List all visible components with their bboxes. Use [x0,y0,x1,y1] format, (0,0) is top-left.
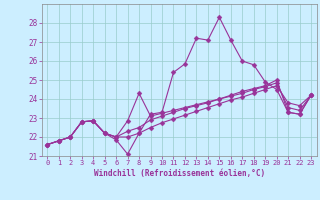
X-axis label: Windchill (Refroidissement éolien,°C): Windchill (Refroidissement éolien,°C) [94,169,265,178]
